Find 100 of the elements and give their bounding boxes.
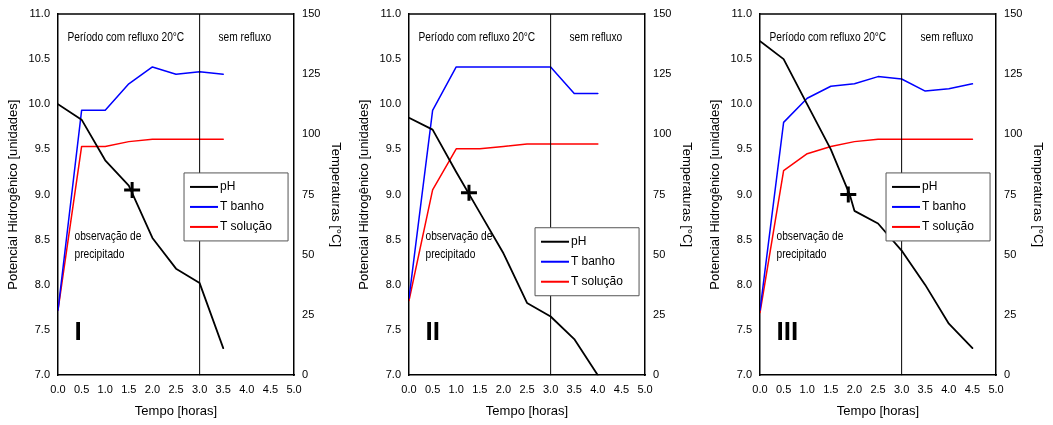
y-axis-title: Potencial Hidrogênico [unidades] (5, 99, 21, 290)
y2-tick-label: 125 (1004, 67, 1023, 80)
y-tick-label: 9.5 (34, 142, 51, 155)
y2-tick-label: 0 (302, 368, 309, 381)
x-tick-label: 3.5 (215, 382, 231, 395)
y2-axis-title: Temperaturas [°C] (328, 142, 344, 248)
y2-tick-label: 75 (302, 187, 315, 200)
y-tick-label: 10.5 (28, 52, 51, 65)
legend-label: T solução (571, 274, 624, 289)
x-tick-label: 1.0 (448, 382, 464, 395)
y-tick-label: 9.0 (385, 187, 402, 200)
y2-tick-label: 75 (653, 187, 666, 200)
legend-label: pH (922, 179, 938, 194)
y2-tick-label: 100 (653, 127, 672, 140)
y-tick-label: 11.0 (29, 7, 51, 20)
x-tick-label: 0.0 (752, 382, 768, 395)
x-tick-label: 4.5 (262, 382, 279, 395)
y-tick-label: 11.0 (731, 7, 753, 20)
y-tick-label: 10.5 (379, 52, 402, 65)
x-tick-label: 3.0 (191, 382, 208, 395)
annotation: observação de precipitado (74, 229, 142, 261)
y2-tick-label: 150 (302, 7, 321, 20)
y-tick-label: 10.5 (730, 52, 753, 65)
y-tick-label: 8.5 (34, 232, 51, 245)
legend-label: T banho (922, 199, 967, 214)
legend-label: T solução (220, 219, 273, 234)
y-tick-label: 8.0 (385, 277, 402, 290)
y-tick-label: 7.0 (385, 368, 402, 381)
x-axis-title: Tempo [horas] (134, 402, 218, 418)
annotation: Período com refluxo 20°C (769, 30, 887, 44)
x-tick-label: 3.5 (917, 382, 933, 395)
x-tick-label: 4.5 (613, 382, 630, 395)
x-tick-label: 4.5 (964, 382, 981, 395)
y2-tick-label: 150 (653, 7, 672, 20)
y-tick-label: 8.5 (385, 232, 402, 245)
legend-label: T banho (220, 199, 265, 214)
y-tick-label: 8.5 (736, 232, 753, 245)
x-tick-label: 1.5 (823, 382, 839, 395)
x-tick-label: 0.0 (50, 382, 66, 395)
y2-tick-label: 50 (653, 247, 666, 260)
x-tick-label: 0.5 (73, 382, 90, 395)
x-axis-title: Tempo [horas] (485, 402, 569, 418)
y2-tick-label: 75 (1004, 187, 1017, 200)
x-tick-label: 2.0 (495, 382, 512, 395)
x-axis-title: Tempo [horas] (836, 402, 920, 418)
y2-axis-title: Temperaturas [°C] (679, 142, 695, 248)
y-tick-label: 8.0 (34, 277, 51, 290)
y-tick-label: 8.0 (736, 277, 753, 290)
annotation: observação de precipitado (776, 229, 844, 261)
y-tick-label: 7.5 (385, 323, 402, 336)
y-axis-title: Potencial Hidrogênico [unidades] (356, 99, 372, 290)
y2-axis-title: Temperaturas [°C] (1030, 142, 1046, 248)
y2-tick-label: 125 (302, 67, 321, 80)
x-tick-label: 3.0 (542, 382, 559, 395)
x-tick-label: 2.5 (870, 382, 886, 395)
x-tick-label: 2.0 (846, 382, 863, 395)
x-tick-label: 1.0 (97, 382, 113, 395)
x-tick-label: 3.0 (893, 382, 910, 395)
y-tick-label: 7.5 (736, 323, 753, 336)
y2-tick-label: 0 (1004, 368, 1011, 381)
annotation: sem refluxo (920, 30, 974, 44)
y-axis-title: Potencial Hidrogênico [unidades] (707, 99, 723, 290)
annotation: Período com refluxo 20°C (418, 30, 536, 44)
y-tick-label: 10.0 (379, 97, 402, 110)
y-tick-label: 9.0 (736, 187, 753, 200)
text: I (74, 316, 82, 347)
annotation: sem refluxo (569, 30, 623, 44)
x-tick-label: 0.0 (401, 382, 417, 395)
y-tick-label: 7.5 (34, 323, 51, 336)
y2-tick-label: 25 (302, 308, 315, 321)
x-tick-label: 1.5 (121, 382, 137, 395)
x-tick-label: 2.0 (144, 382, 161, 395)
y2-tick-label: 100 (302, 127, 321, 140)
y-tick-label: 11.0 (380, 7, 402, 20)
y2-tick-label: 25 (653, 308, 666, 321)
y2-tick-label: 50 (302, 247, 315, 260)
y2-tick-label: 150 (1004, 7, 1023, 20)
text: III (776, 316, 799, 347)
y2-tick-label: 25 (1004, 308, 1017, 321)
x-tick-label: 2.5 (168, 382, 184, 395)
x-tick-label: 5.0 (286, 382, 302, 395)
y-tick-label: 10.0 (730, 97, 753, 110)
x-tick-label: 2.5 (519, 382, 535, 395)
x-tick-label: 5.0 (988, 382, 1004, 395)
x-tick-label: 3.5 (566, 382, 582, 395)
x-tick-label: 0.5 (775, 382, 792, 395)
x-tick-label: 4.0 (941, 382, 957, 395)
y2-tick-label: 0 (653, 368, 660, 381)
x-tick-label: 4.0 (590, 382, 606, 395)
annotation: sem refluxo (218, 30, 272, 44)
x-tick-label: 0.5 (424, 382, 441, 395)
legend-label: pH (220, 179, 236, 194)
y-tick-label: 9.0 (34, 187, 51, 200)
y-tick-label: 9.5 (736, 142, 753, 155)
annotation: Período com refluxo 20°C (67, 30, 185, 44)
y2-tick-label: 125 (653, 67, 672, 80)
y-tick-label: 10.0 (28, 97, 51, 110)
annotation: observação de precipitado (425, 229, 493, 261)
y-tick-label: 9.5 (385, 142, 402, 155)
legend-label: T solução (922, 219, 975, 234)
